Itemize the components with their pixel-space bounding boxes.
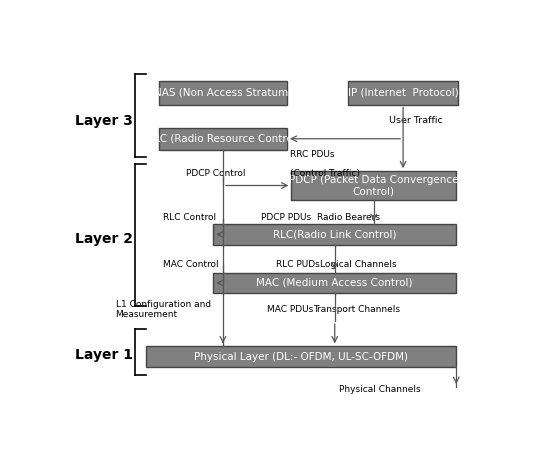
Text: L1 Configuration and
Measurement: L1 Configuration and Measurement <box>115 300 211 319</box>
Text: Radio Bearers: Radio Bearers <box>318 212 380 222</box>
Text: MAC (Medium Access Control): MAC (Medium Access Control) <box>256 278 413 288</box>
Text: Layer 3: Layer 3 <box>75 114 133 128</box>
Text: Physical Layer (DL:- OFDM, UL-SC-OFDM): Physical Layer (DL:- OFDM, UL-SC-OFDM) <box>194 352 408 361</box>
FancyBboxPatch shape <box>291 171 456 200</box>
Text: MAC Control: MAC Control <box>164 260 219 269</box>
Text: RRC PDUs: RRC PDUs <box>291 150 335 159</box>
Text: RLC PUDs: RLC PUDs <box>276 260 320 269</box>
FancyBboxPatch shape <box>159 128 287 149</box>
Text: Transport Channels: Transport Channels <box>313 305 400 314</box>
Text: (Control Traffic): (Control Traffic) <box>291 170 361 178</box>
FancyBboxPatch shape <box>348 81 459 105</box>
Text: MAC PDUs: MAC PDUs <box>268 305 314 314</box>
FancyBboxPatch shape <box>146 346 456 367</box>
Text: Physical Channels: Physical Channels <box>339 385 421 394</box>
Text: Layer 1: Layer 1 <box>75 348 133 362</box>
Text: RLC Control: RLC Control <box>164 212 216 222</box>
FancyBboxPatch shape <box>159 81 287 105</box>
FancyBboxPatch shape <box>213 224 456 245</box>
Text: NAS (Non Access Stratum): NAS (Non Access Stratum) <box>154 88 292 98</box>
Text: IP (Internet  Protocol): IP (Internet Protocol) <box>348 88 459 98</box>
Text: Layer 2: Layer 2 <box>75 233 133 247</box>
Text: Logical Channels: Logical Channels <box>320 260 396 269</box>
Text: PDCP PDUs: PDCP PDUs <box>261 212 311 222</box>
Text: User Traffic: User Traffic <box>389 116 443 125</box>
FancyBboxPatch shape <box>213 273 456 293</box>
Text: PDCP Control: PDCP Control <box>186 170 246 178</box>
Text: PDCP (Packet Data Convergence
Control): PDCP (Packet Data Convergence Control) <box>289 175 459 196</box>
Text: RLC(Radio Link Control): RLC(Radio Link Control) <box>273 229 396 240</box>
Text: RRC (Radio Resource Control): RRC (Radio Resource Control) <box>146 134 300 144</box>
